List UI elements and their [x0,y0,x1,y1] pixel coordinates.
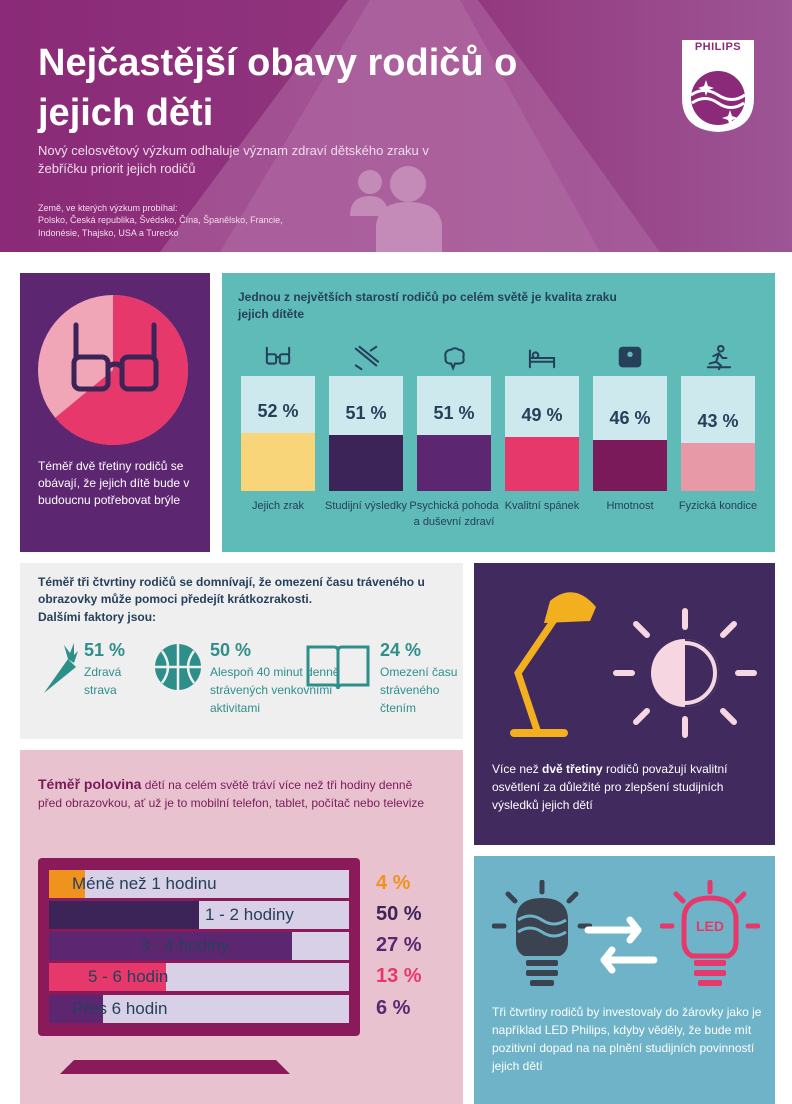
pen-ruler-icon [354,345,380,371]
logo-wordmark: PHILIPS [694,41,742,53]
bar-category-label: Psychická pohoda a duševní zdraví [409,500,499,528]
tv-row-value: 6 % [376,997,411,1019]
countries-label: Země, ve kterých výzkum probíhal: [38,203,178,213]
tv-stand [60,1060,290,1074]
glasses-icon [71,322,159,392]
lighting-text-bold: dvě třetiny [542,762,603,776]
lighting-text: Více než dvě třetiny rodičů považují kva… [492,760,762,814]
tv-row-value: 4 % [376,872,411,894]
bar-category-label: Fyzická kondice [678,500,758,512]
page-title: Nejčastější obavy rodičů o jejich děti [38,42,518,134]
screen-hours-text: Téměř polovina dětí na celém světě tráví… [38,775,438,812]
bar-value-label: 51 % [345,403,387,423]
factor-pct-outdoor: 50 % [210,640,252,660]
bar-fill [593,440,667,491]
tv-row-fill [49,901,199,929]
tv-row: 5 - 6 hodin [49,963,349,991]
screen-time-panel [20,563,463,739]
tv-row-label: 3 - 4 hodiny [140,936,229,955]
tv-row: 3 - 4 hodiny [49,932,349,960]
concerns-title: Jednou z největších starostí rodičů po c… [238,290,617,321]
glasses-pie-chart [38,295,188,445]
bar-fill [417,435,491,491]
tv-row-label: Přes 6 hodin [72,999,168,1018]
bar-column: 52 % [241,376,315,491]
bar-column: 51 % [329,376,403,491]
bar-column: 46 % [593,376,667,491]
glasses-panel: Téměř dvě třetiny rodičů se obávají, že … [20,273,210,552]
tv-row-fill [49,995,103,1023]
tv-row: 1 - 2 hodiny [49,901,349,929]
tv-row: Méně než 1 hodinu [49,870,349,898]
factor-label-diet: Zdravá strava [84,665,122,697]
bar-column: 51 % [417,376,491,491]
tv-row: Přes 6 hodin [49,995,349,1023]
tv-row-fill [49,932,292,960]
glasses-panel-text: Téměř dvě třetiny rodičů se obávají, že … [38,459,190,507]
brain-icon [444,347,465,371]
bar-value-label: 46 % [609,408,651,428]
parent-child-icon [350,166,442,252]
light-beam-decoration [160,0,660,252]
factor-pct-reading: 24 % [380,640,422,660]
tv-row-label: 1 - 2 hodiny [205,905,294,924]
bar-column: 43 % [681,376,755,491]
bed-icon [528,349,556,369]
countries-list: Polsko, Česká republika, Švédsko, Čína, … [38,215,283,238]
bar-category-label: Jejich zrak [252,500,304,512]
bar-column: 49 % [505,376,579,491]
led-panel-text: Tři čtvrtiny rodičů by investovaly do žá… [492,1005,762,1073]
swap-arrows-icon [584,916,658,974]
led-panel: LED Tři čtvrtiny rodičů by investovaly d… [474,856,775,1104]
screen-hours-bold: Téměř polovina [38,776,142,792]
tv-row-label: 5 - 6 hodin [88,967,169,986]
lighting-panel: Více než dvě třetiny rodičů považují kva… [474,563,775,845]
bar-value-label: 43 % [697,411,739,431]
carrot-icon [44,643,78,693]
lighting-text-end: rodičů považují kvalitní osvětlení za dů… [492,762,728,812]
bar-category-label: Studijní výsledky [325,500,407,512]
bar-category-label: Hmotnost [606,500,654,512]
factor-pct-diet: 51 % [84,640,126,660]
tv-row-fill [49,963,166,991]
factors-title: Dalšími faktory jsou: [38,610,157,624]
screen-time-text: Téměř tři čtvrtiny rodičů se domnívají, … [38,575,425,606]
screen-hours-rest: dětí na celém světě tráví více než tři h… [38,778,425,810]
header-banner: Nejčastější obavy rodičů o jejich děti N… [0,0,792,252]
old-bulb-icon [492,880,592,986]
tv-row-value: 13 % [376,965,422,987]
bar-value-label: 51 % [433,403,475,423]
led-bulb-label: LED [696,918,724,934]
lighting-text-start: Více než [492,762,543,776]
bar-fill [329,435,403,491]
desk-lamp-icon [510,592,596,737]
glasses-icon [265,346,291,365]
led-bulb-icon [660,880,760,986]
bar-value-label: 49 % [521,405,563,425]
philips-shield-logo [682,40,754,132]
tv-row-fill [49,870,85,898]
bar-fill [505,437,579,491]
bar-category-label: Kvalitní spánek [504,500,580,512]
basketball-icon [155,644,201,690]
page-subtitle: Nový celosvětový výzkum odhaluje význam … [38,143,429,176]
scale-icon [618,346,642,368]
runner-icon [706,345,732,371]
tv-row-label: Méně než 1 hodinu [72,874,217,893]
bar-fill [241,433,315,491]
bar-value-label: 52 % [257,401,299,421]
tv-row-value: 27 % [376,934,422,956]
sun-contrast-icon [613,608,757,738]
book-icon [306,645,370,690]
bar-fill [681,443,755,491]
factor-label-reading: Omezení času stráveného čtením [380,665,458,715]
tv-row-value: 50 % [376,903,422,925]
